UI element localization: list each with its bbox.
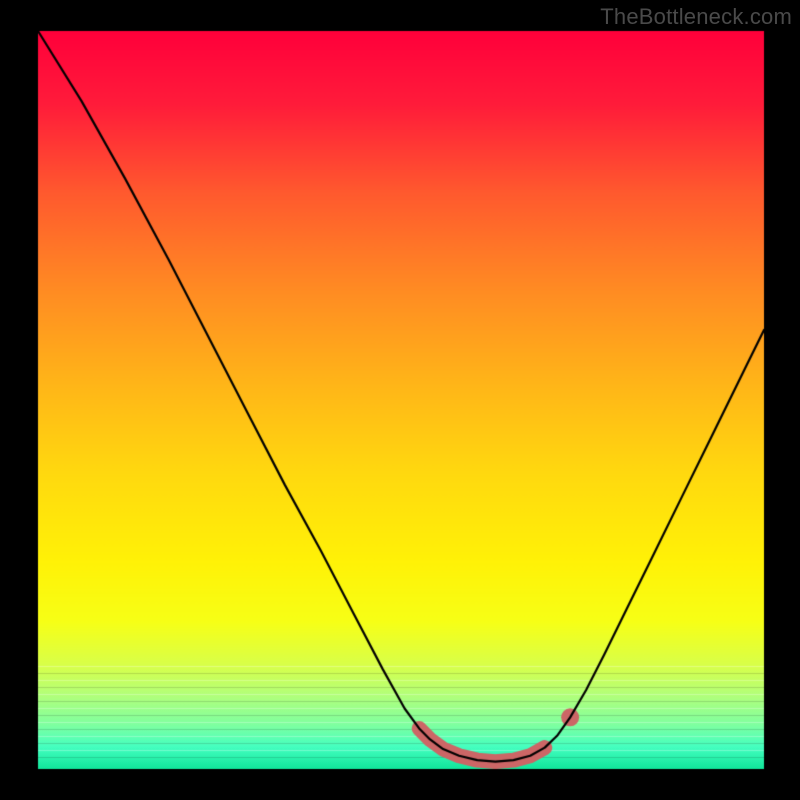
chart-canvas (0, 0, 800, 800)
watermark-text: TheBottleneck.com (600, 4, 792, 30)
chart-stage: TheBottleneck.com (0, 0, 800, 800)
